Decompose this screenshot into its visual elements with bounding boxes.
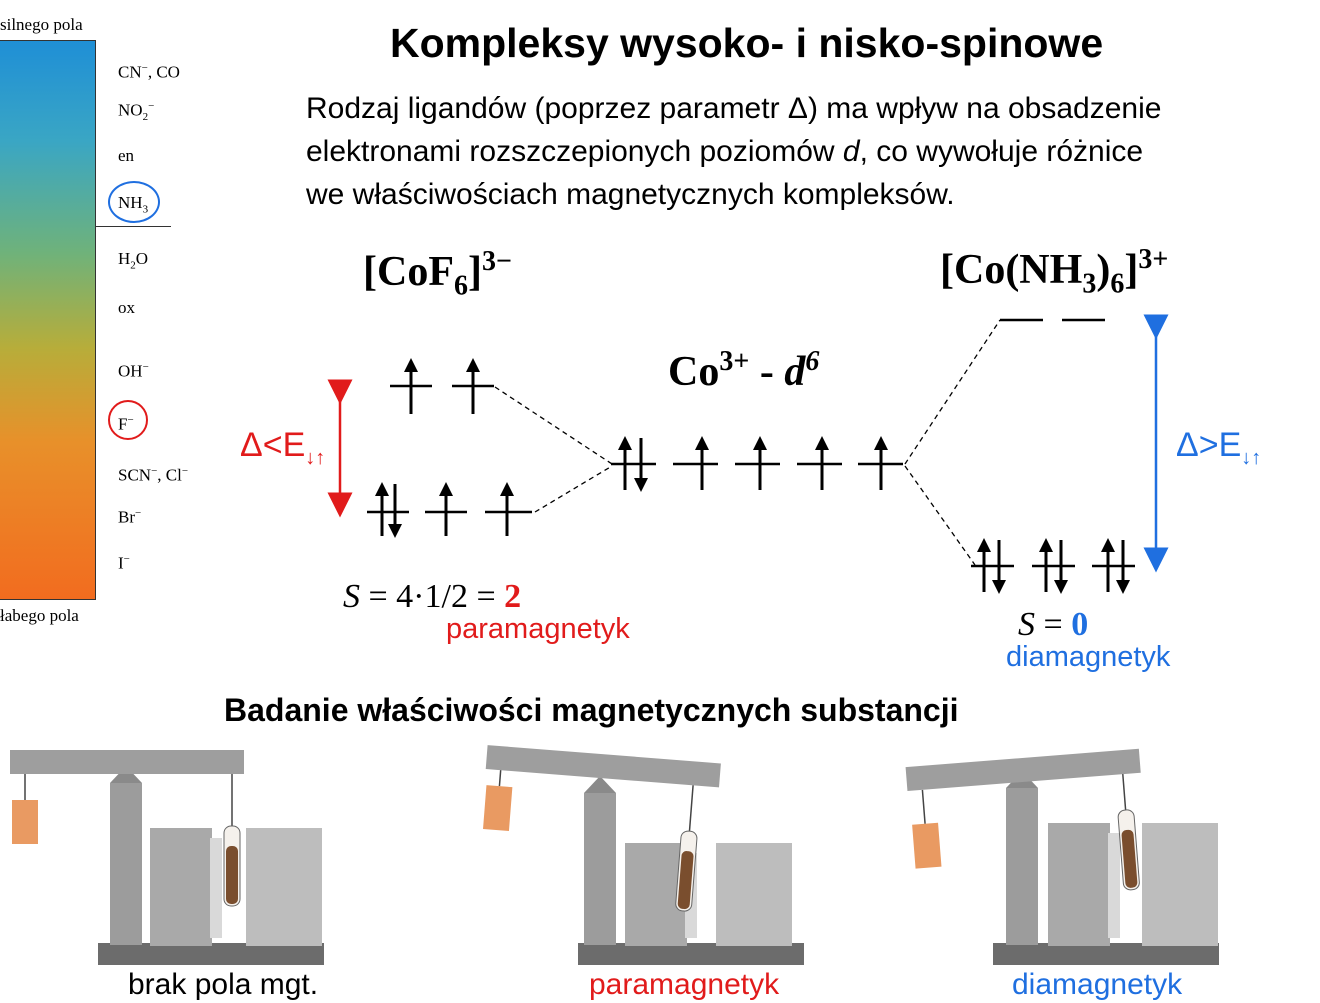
scene-caption-paramagnetic: paramagnetyk [589, 968, 780, 1001]
ligand-scn-cl: SCN−, Cl− [118, 465, 189, 485]
balance-scene-no-field [0, 738, 330, 970]
intro-line-3: we właściwościach magnetycznych kompleks… [306, 178, 955, 211]
ligand-no2: NO2− [118, 100, 155, 124]
ligand-oh: OH− [118, 361, 149, 381]
high-spin-total-spin: S = 4·1/2 = 2 [343, 578, 522, 615]
ligand-ox: ox [118, 298, 135, 317]
f-highlight-ring [108, 400, 148, 440]
low-spin-formula: [Co(NH3)6]3+ [940, 244, 1169, 300]
scene-caption-no-field: brak pola mgt. [128, 968, 319, 1001]
energy-level-diagram [327, 314, 1169, 594]
intro-line-1: Rodzaj ligandów (poprzez parametr Δ) ma … [306, 92, 1162, 125]
balance-scene-diamagnetic [900, 738, 1230, 970]
correlation-lines [494, 319, 1001, 566]
low-spin-type: diamagnetyk [1006, 641, 1171, 673]
ligand-en: en [118, 146, 135, 165]
weak-field-label: łabego pola [0, 606, 79, 625]
balance-illustration-paramagnetic [483, 745, 804, 965]
high-spin-delta-label: Δ<E↓↑ [240, 426, 326, 469]
page-title: Kompleksy wysoko- i nisko-spinowe [390, 20, 1104, 66]
balance-illustration-no-field [10, 750, 324, 965]
balance-illustration-diamagnetic [905, 748, 1219, 965]
ligand-br: Br− [118, 507, 142, 527]
scene-caption-diamagnetic: diamagnetyk [1012, 968, 1183, 1001]
central-ion-config: Co3+ - d6 [668, 346, 820, 395]
field-strength-gradient-bar [0, 40, 96, 600]
balance-scene-paramagnetic [480, 738, 810, 970]
strong-field-label: silnego pola [0, 15, 83, 34]
low-spin-total-spin: S = 0 [1018, 606, 1089, 643]
low-spin-delta-label: Δ>E↓↑ [1176, 426, 1262, 469]
ligand-i: I− [118, 553, 130, 573]
high-spin-type: paramagnetyk [446, 613, 630, 645]
nh3-highlight-ring [108, 181, 160, 223]
experiment-section-title: Badanie właściwości magnetycznych substa… [224, 692, 959, 728]
ligand-divider [95, 226, 171, 227]
high-spin-formula: [CoF6]3− [363, 246, 512, 302]
electron-arrows [375, 358, 1130, 594]
orbital-levels [367, 318, 1135, 568]
intro-line-2: elektronami rozszczepionych poziomów d, … [306, 135, 1144, 168]
ligand-cn-co: CN−, CO [118, 62, 180, 82]
ligand-h2o: H2O [118, 249, 149, 272]
